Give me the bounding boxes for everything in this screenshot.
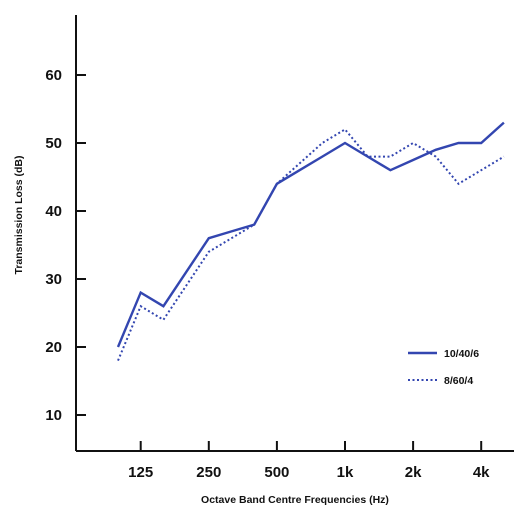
y-tick-label: 60 <box>45 67 62 84</box>
x-axis-ticks: 125 250 500 1k 2k 4k <box>128 441 490 481</box>
y-tick-label: 30 <box>45 271 62 288</box>
legend: 10/40/6 8/60/4 <box>408 348 479 387</box>
y-axis-ticks: 10 20 30 40 50 60 <box>45 67 86 424</box>
x-tick-label: 125 <box>128 464 153 481</box>
y-tick-label: 10 <box>45 407 62 424</box>
y-tick-label: 50 <box>45 135 62 152</box>
x-axis-title: Octave Band Centre Frequencies (Hz) <box>201 494 389 506</box>
legend-label-solid: 10/40/6 <box>444 348 479 360</box>
x-tick-label: 1k <box>337 464 354 481</box>
x-tick-label: 250 <box>196 464 221 481</box>
y-axis-title: Transmission Loss (dB) <box>13 155 25 274</box>
y-tick-label: 20 <box>45 339 62 356</box>
x-tick-label: 2k <box>405 464 422 481</box>
legend-label-dotted: 8/60/4 <box>444 375 473 387</box>
y-tick-label: 40 <box>45 203 62 220</box>
x-tick-label: 500 <box>264 464 289 481</box>
series-line-1 <box>116 121 505 348</box>
x-tick-label: 4k <box>473 464 490 481</box>
series-layer <box>116 121 505 361</box>
